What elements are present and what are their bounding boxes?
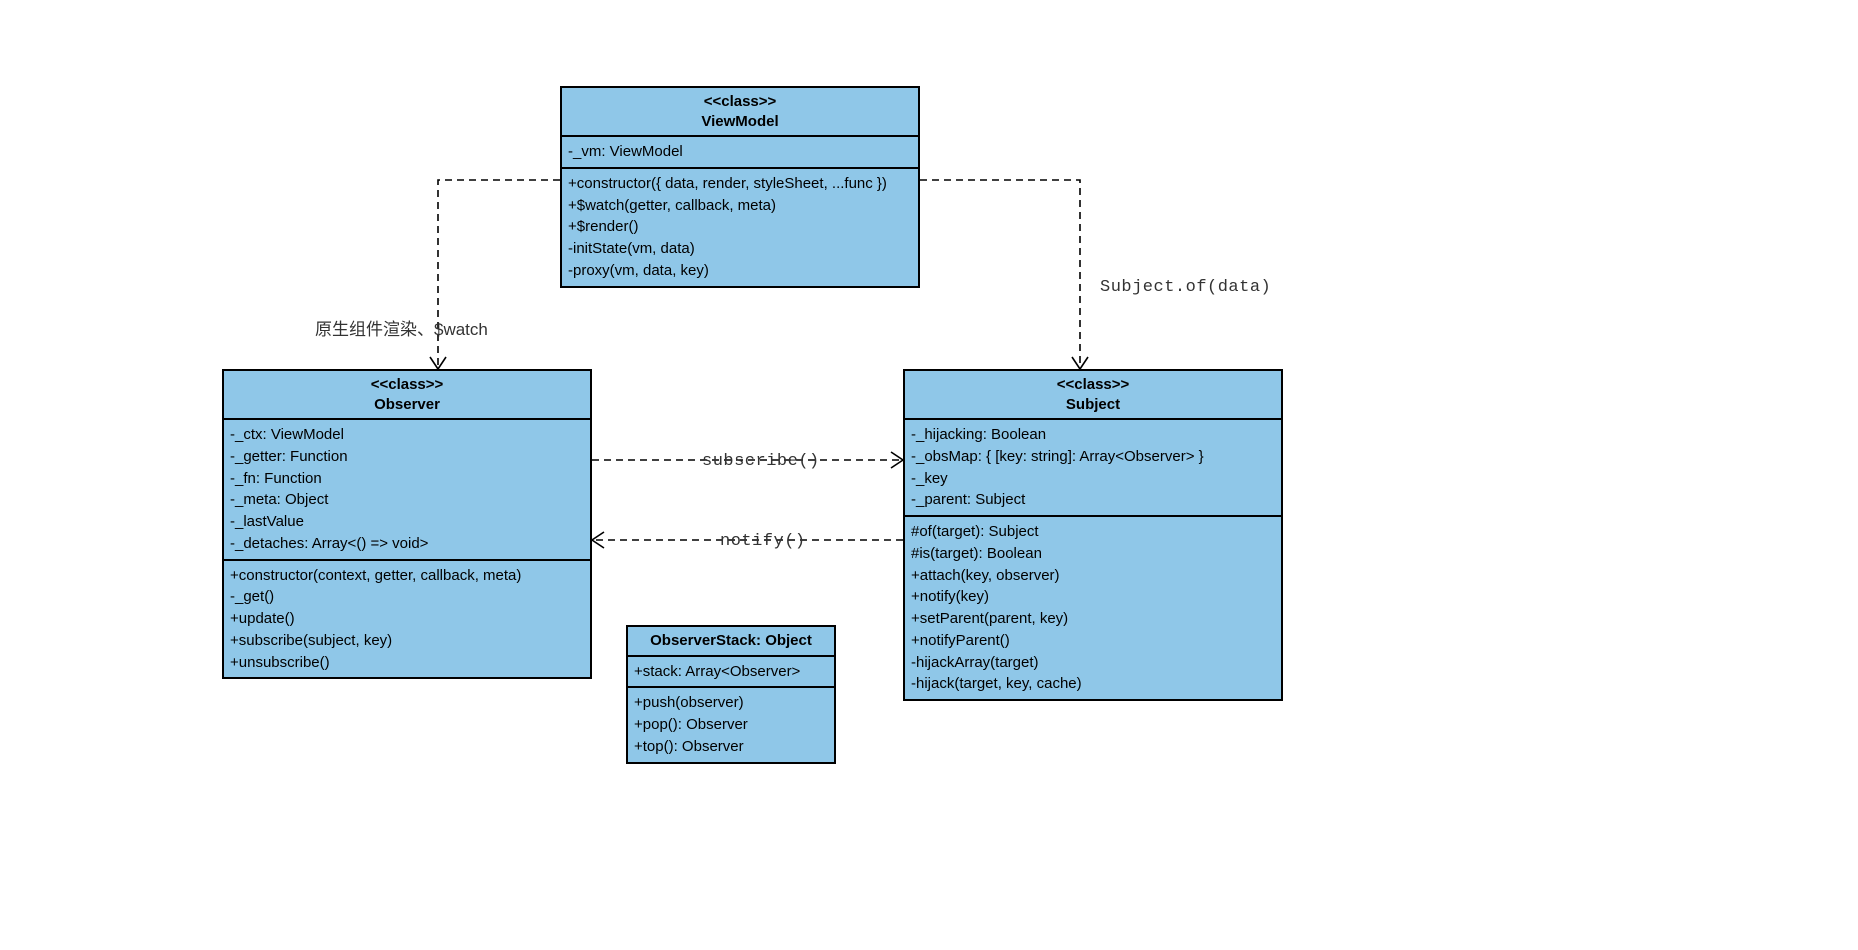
label-vm-observer: 原生组件渲染、$watch (315, 315, 488, 340)
method: +unsubscribe() (230, 652, 584, 674)
methods-section: +constructor(context, getter, callback, … (224, 561, 590, 678)
method: +update() (230, 608, 584, 630)
method: +constructor(context, getter, callback, … (230, 565, 584, 587)
method: +setParent(parent, key) (911, 608, 1275, 630)
method: -_get() (230, 586, 584, 608)
method: +notifyParent() (911, 630, 1275, 652)
method: +pop(): Observer (634, 714, 828, 736)
stereotype: <<class>> (911, 375, 1275, 395)
attr: -_detaches: Array<() => void> (230, 533, 584, 555)
class-header: ObserverStack: Object (628, 627, 834, 657)
method: +top(): Observer (634, 736, 828, 758)
class-header: <<class>> Observer (224, 371, 590, 420)
edge-vm-observer (438, 180, 560, 369)
method: +push(observer) (634, 692, 828, 714)
attrs-section: -_vm: ViewModel (562, 137, 918, 169)
method: +attach(key, observer) (911, 565, 1275, 587)
method: #of(target): Subject (911, 521, 1275, 543)
attrs-section: +stack: Array<Observer> (628, 657, 834, 689)
attr: -_parent: Subject (911, 489, 1275, 511)
attrs-section: -_ctx: ViewModel -_getter: Function -_fn… (224, 420, 590, 561)
attr: -_fn: Function (230, 468, 584, 490)
arrow-vm-observer (430, 357, 446, 369)
class-name: Subject (911, 395, 1275, 415)
label-subscribe: subscribe() (702, 452, 820, 471)
method: -initState(vm, data) (568, 238, 912, 260)
class-observerstack: ObserverStack: Object +stack: Array<Obse… (626, 625, 836, 764)
class-viewmodel: <<class>> ViewModel -_vm: ViewModel +con… (560, 86, 920, 288)
arrow-notify (592, 532, 604, 548)
method: +$render() (568, 216, 912, 238)
methods-section: #of(target): Subject #is(target): Boolea… (905, 517, 1281, 699)
class-header: <<class>> ViewModel (562, 88, 918, 137)
label-notify: notify() (720, 532, 806, 551)
methods-section: +constructor({ data, render, styleSheet,… (562, 169, 918, 286)
attr: -_hijacking: Boolean (911, 424, 1275, 446)
arrow-vm-subject (1072, 357, 1088, 369)
class-observer: <<class>> Observer -_ctx: ViewModel -_ge… (222, 369, 592, 679)
method: +$watch(getter, callback, meta) (568, 195, 912, 217)
attr: -_lastValue (230, 511, 584, 533)
class-header: <<class>> Subject (905, 371, 1281, 420)
class-name: ObserverStack: Object (634, 631, 828, 651)
class-name: ViewModel (568, 112, 912, 132)
method: -hijack(target, key, cache) (911, 673, 1275, 695)
arrow-subscribe (891, 452, 903, 468)
attrs-section: -_hijacking: Boolean -_obsMap: { [key: s… (905, 420, 1281, 517)
class-subject: <<class>> Subject -_hijacking: Boolean -… (903, 369, 1283, 701)
attr: -_vm: ViewModel (568, 141, 912, 163)
method: +notify(key) (911, 586, 1275, 608)
label-vm-subject: Subject.of(data) (1100, 278, 1271, 297)
method: -proxy(vm, data, key) (568, 260, 912, 282)
attr: -_getter: Function (230, 446, 584, 468)
attr: -_ctx: ViewModel (230, 424, 584, 446)
method: +constructor({ data, render, styleSheet,… (568, 173, 912, 195)
attr: -_key (911, 468, 1275, 490)
stereotype: <<class>> (568, 92, 912, 112)
class-name: Observer (230, 395, 584, 415)
attr: -_obsMap: { [key: string]: Array<Observe… (911, 446, 1275, 468)
stereotype: <<class>> (230, 375, 584, 395)
method: #is(target): Boolean (911, 543, 1275, 565)
attr: -_meta: Object (230, 489, 584, 511)
methods-section: +push(observer) +pop(): Observer +top():… (628, 688, 834, 761)
edge-vm-subject (920, 180, 1080, 369)
method: +subscribe(subject, key) (230, 630, 584, 652)
method: -hijackArray(target) (911, 652, 1275, 674)
attr: +stack: Array<Observer> (634, 661, 828, 683)
